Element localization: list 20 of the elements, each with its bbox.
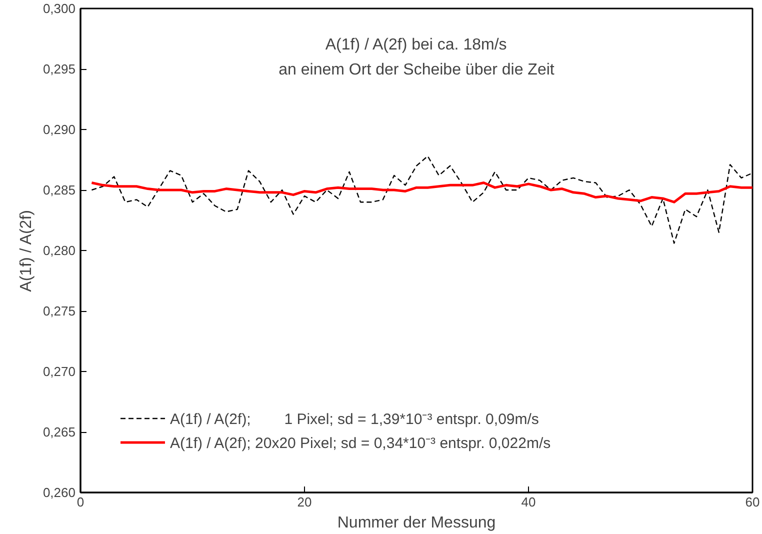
y-tick-label: 0,260 — [42, 485, 76, 500]
y-tick-label: 0,285 — [42, 182, 76, 198]
x-tick-label: 40 — [521, 494, 536, 510]
legend-label: A(1f) / A(2f); 1 Pixel; sd = 1,39*10⁻³ entspr. 0,09m/s — [170, 410, 539, 428]
y-tick-label: 0,280 — [42, 243, 76, 258]
x-tick-label: 60 — [745, 494, 760, 510]
y-tick-label: 0,265 — [42, 424, 76, 440]
y-tick-label: 0,290 — [42, 122, 76, 137]
y-tick-label: 0,275 — [42, 304, 76, 318]
y-tick-label: 0,295 — [42, 62, 76, 76]
x-axis-title: Nummer der Messung — [337, 514, 496, 532]
x-tick-label: 20 — [297, 494, 312, 510]
x-tick-label: 0 — [76, 494, 84, 510]
y-tick-label: 0,270 — [42, 364, 76, 379]
line-series — [90, 181, 752, 204]
text: an einem Ort der Scheibe über die Zeit — [278, 62, 555, 78]
y-axis-title: A(1f) / A(2f) — [18, 210, 35, 292]
text: A(1f) / A(2f) bei ca. 18m/s — [325, 36, 507, 54]
legend-label: A(1f) / A(2f); 20x20 Pixel; sd = 0,34*10⁻³ entspr. 0,022m/s — [170, 434, 551, 452]
y-tick-label: 0,300 — [42, 1, 76, 16]
